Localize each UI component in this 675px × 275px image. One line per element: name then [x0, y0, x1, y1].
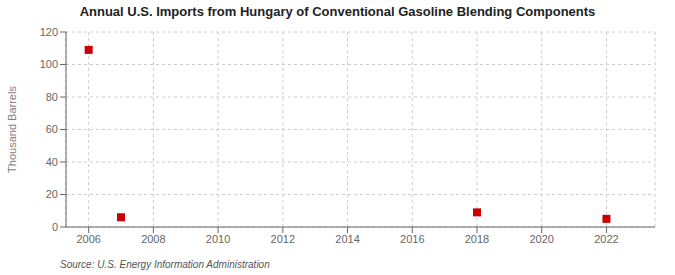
svg-text:2014: 2014	[335, 233, 359, 245]
svg-text:2010: 2010	[206, 233, 230, 245]
html-text:Annual U.S. Imports from Hunga: Annual U.S. Imports from Hungary of Conv…	[79, 4, 596, 19]
svg-text:2020: 2020	[529, 233, 553, 245]
svg-text:Thousand Barrels: Thousand Barrels	[8, 86, 18, 173]
svg-text:2016: 2016	[400, 233, 424, 245]
svg-text:60: 60	[46, 123, 58, 135]
svg-text:2018: 2018	[465, 233, 489, 245]
svg-text:2022: 2022	[594, 233, 618, 245]
svg-text:100: 100	[40, 58, 58, 70]
html-text:Source: U.S. Energy Informatio: Source: U.S. Energy Information Administ…	[60, 259, 270, 270]
svg-text:120: 120	[40, 26, 58, 38]
svg-text:0: 0	[52, 221, 58, 233]
svg-text:2006: 2006	[76, 233, 100, 245]
svg-text:2008: 2008	[141, 233, 165, 245]
svg-text:20: 20	[46, 188, 58, 200]
svg-text:40: 40	[46, 156, 58, 168]
svg-text:2012: 2012	[271, 233, 295, 245]
svg-text:80: 80	[46, 91, 58, 103]
